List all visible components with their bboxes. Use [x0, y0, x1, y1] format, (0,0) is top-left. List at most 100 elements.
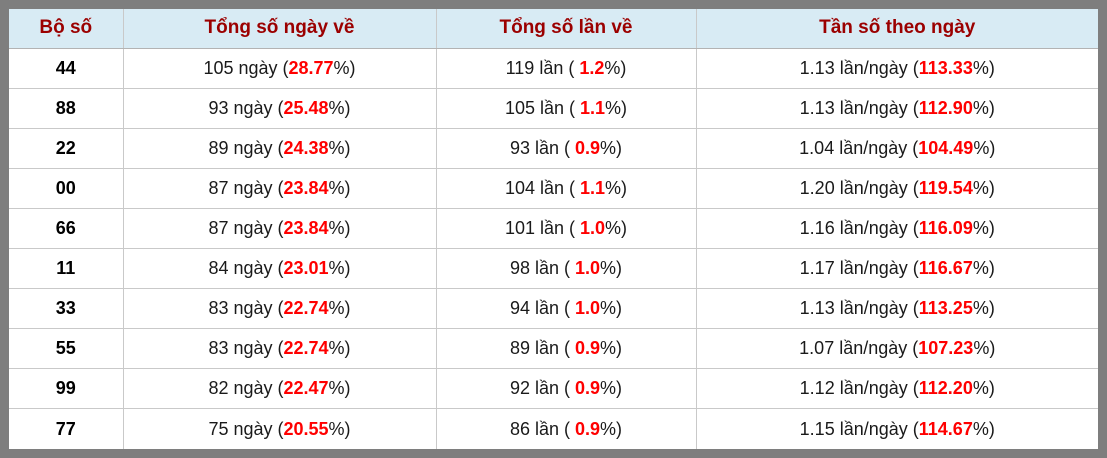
- freq-text-close: %): [973, 137, 996, 158]
- column-header-daily-frequency: Tần số theo ngày: [696, 9, 1098, 49]
- freq-text: 1.20 lần/ngày (: [799, 177, 919, 198]
- total-days-cell: 87 ngày (23.84%): [123, 167, 437, 209]
- freq-text-close: %): [972, 217, 995, 238]
- header-row: Bộ số Tổng số ngày về Tổng số lần về Tần…: [9, 9, 1098, 49]
- pair-cell: 44: [9, 48, 124, 89]
- days-text-close: %): [328, 378, 351, 399]
- freq-text-close: %): [972, 97, 995, 118]
- days-percentage: 22.74: [283, 338, 329, 359]
- freq-percentage: 112.20: [918, 378, 973, 399]
- times-text: 92 lần (: [509, 378, 575, 399]
- freq-percentage: 113.25: [918, 298, 973, 319]
- total-times-cell: 119 lần ( 1.2%): [436, 48, 697, 89]
- times-text-close: %): [600, 298, 623, 319]
- total-days-cell: 84 ngày (23.01%): [123, 247, 437, 289]
- freq-percentage: 119.54: [918, 177, 973, 198]
- pair-value: 11: [56, 258, 76, 279]
- daily-frequency-cell: 1.12 lần/ngày (112.20%): [696, 368, 1098, 409]
- daily-frequency-cell: 1.20 lần/ngày (119.54%): [696, 167, 1098, 209]
- times-text-close: %): [604, 57, 627, 78]
- days-text-close: %): [328, 338, 351, 359]
- days-text: 83 ngày (: [208, 338, 284, 359]
- total-times-cell: 94 lần ( 1.0%): [436, 288, 697, 329]
- days-text-close: %): [328, 418, 351, 439]
- total-times-cell: 89 lần ( 0.9%): [436, 328, 697, 369]
- freq-percentage: 104.49: [918, 137, 974, 158]
- pair-value: 22: [55, 137, 76, 158]
- freq-text: 1.13 lần/ngày (: [799, 298, 919, 319]
- freq-text: 1.12 lần/ngày (: [799, 378, 919, 399]
- pair-cell: 66: [9, 207, 124, 249]
- days-text: 89 ngày (: [208, 137, 284, 158]
- column-header-pair: Bộ số: [9, 9, 124, 49]
- times-percentage: 0.9: [575, 378, 601, 399]
- times-percentage: 1.0: [575, 258, 601, 279]
- days-text: 93 ngày (: [208, 97, 284, 118]
- total-times-cell: 101 lần ( 1.0%): [436, 207, 697, 249]
- days-text: 82 ngày (: [208, 378, 284, 399]
- daily-frequency-cell: 1.13 lần/ngày (112.90%): [696, 87, 1098, 129]
- table-row: 77 75 ngày (20.55%) 86 lần ( 0.9%) 1.15 …: [9, 408, 1098, 449]
- table-row: 44 105 ngày (28.77%) 119 lần ( 1.2%) 1.1…: [9, 48, 1098, 89]
- total-days-cell: 89 ngày (24.38%): [123, 127, 437, 169]
- pair-cell: 22: [9, 127, 124, 169]
- table-row: 66 87 ngày (23.84%) 101 lần ( 1.0%) 1.16…: [9, 207, 1098, 249]
- pair-value: 33: [55, 298, 76, 319]
- freq-percentage: 114.67: [918, 418, 973, 439]
- times-percentage: 1.1: [580, 97, 606, 118]
- times-percentage: 1.2: [579, 57, 605, 78]
- days-percentage: 28.77: [288, 57, 334, 78]
- times-text: 86 lần (: [509, 418, 575, 439]
- times-percentage: 0.9: [575, 418, 601, 439]
- pair-cell: 88: [9, 87, 124, 129]
- total-days-cell: 82 ngày (22.47%): [123, 368, 437, 409]
- table-row: 33 83 ngày (22.74%) 94 lần ( 1.0%) 1.13 …: [9, 288, 1098, 329]
- days-percentage: 24.38: [283, 137, 329, 158]
- freq-text-close: %): [972, 258, 995, 279]
- times-text: 104 lần (: [504, 177, 581, 198]
- table-row: 99 82 ngày (22.47%) 92 lần ( 0.9%) 1.12 …: [9, 368, 1098, 409]
- times-text: 94 lần (: [509, 298, 575, 319]
- days-percentage: 20.55: [283, 418, 329, 439]
- freq-percentage: 116.09: [918, 217, 973, 238]
- days-text: 84 ngày (: [208, 258, 284, 279]
- days-text-close: %): [328, 217, 351, 238]
- total-times-cell: 93 lần ( 0.9%): [436, 127, 697, 169]
- table-row: 11 84 ngày (23.01%) 98 lần ( 1.0%) 1.17 …: [9, 247, 1098, 289]
- daily-frequency-cell: 1.13 lần/ngày (113.25%): [696, 288, 1098, 329]
- times-percentage: 1.0: [575, 298, 601, 319]
- pair-value: 00: [55, 177, 76, 198]
- days-percentage: 23.01: [283, 258, 329, 279]
- times-percentage: 0.9: [575, 137, 601, 158]
- days-text-close: %): [328, 258, 351, 279]
- table-row: 55 83 ngày (22.74%) 89 lần ( 0.9%) 1.07 …: [9, 328, 1098, 369]
- times-text-close: %): [600, 258, 623, 279]
- total-days-cell: 75 ngày (20.55%): [123, 408, 437, 449]
- days-text-close: %): [328, 298, 351, 319]
- pair-cell: 33: [9, 288, 124, 329]
- times-text-close: %): [605, 177, 628, 198]
- times-percentage: 1.1: [580, 177, 606, 198]
- daily-frequency-cell: 1.15 lần/ngày (114.67%): [696, 408, 1098, 449]
- table-row: 22 89 ngày (24.38%) 93 lần ( 0.9%) 1.04 …: [9, 127, 1098, 169]
- times-text-close: %): [600, 378, 623, 399]
- pair-value: 77: [55, 418, 76, 439]
- times-text-close: %): [600, 137, 623, 158]
- column-header-total-times: Tổng số lần về: [436, 9, 697, 49]
- freq-text: 1.15 lần/ngày (: [799, 418, 919, 439]
- times-text: 93 lần (: [509, 137, 575, 158]
- times-text-close: %): [605, 97, 628, 118]
- days-text-close: %): [328, 177, 351, 198]
- freq-text-close: %): [972, 177, 995, 198]
- times-text: 119 lần (: [505, 57, 580, 78]
- pair-cell: 77: [9, 408, 124, 449]
- daily-frequency-cell: 1.17 lần/ngày (116.67%): [696, 247, 1098, 289]
- times-text: 89 lần (: [509, 338, 575, 359]
- freq-text: 1.04 lần/ngày (: [799, 137, 919, 158]
- daily-frequency-cell: 1.04 lần/ngày (104.49%): [696, 127, 1098, 169]
- pair-value: 44: [55, 57, 76, 78]
- freq-percentage: 113.33: [918, 57, 973, 78]
- freq-percentage: 112.90: [918, 97, 973, 118]
- total-days-cell: 83 ngày (22.74%): [123, 288, 437, 329]
